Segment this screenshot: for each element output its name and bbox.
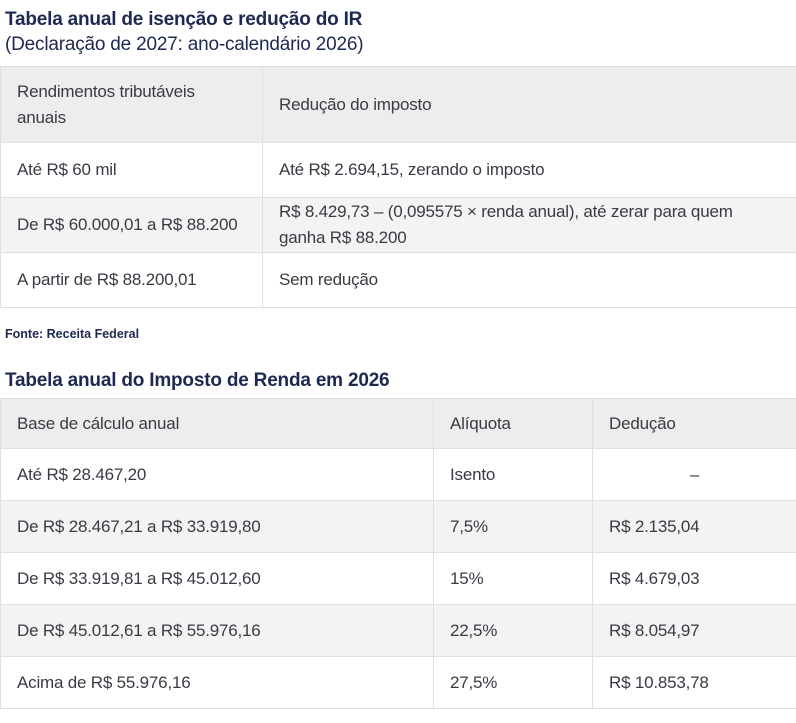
table-cell-base: De R$ 28.467,21 a R$ 33.919,80 [0, 500, 434, 553]
table-row: Até R$ 60 mil Até R$ 2.694,15, zerando o… [0, 142, 796, 198]
table-cell-base: Acima de R$ 55.976,16 [0, 656, 434, 709]
column-header-reducao: Redução do imposto [262, 66, 796, 143]
header-row: Rendimentos tributáveis anuais Redução d… [0, 66, 796, 143]
table-row: De R$ 28.467,21 a R$ 33.919,80 7,5% R$ 2… [0, 500, 796, 553]
table-cell-reduction: Até R$ 2.694,15, zerando o imposto [262, 142, 796, 198]
table-cell-deduction: R$ 4.679,03 [592, 552, 796, 605]
source-note: Fonte: Receita Federal [5, 327, 140, 341]
header-row: Base de cálculo anual Alíquota Dedução [0, 398, 796, 449]
brackets-table-title: Tabela anual do Imposto de Renda em 2026 [5, 370, 390, 391]
table-row: De R$ 33.919,81 a R$ 45.012,60 15% R$ 4.… [0, 552, 796, 605]
reduction-table-title: Tabela anual de isenção e redução do IR [5, 9, 363, 30]
table-cell-reduction: R$ 8.429,73 – (0,095575 × renda anual), … [262, 197, 796, 253]
table-cell-base: De R$ 33.919,81 a R$ 45.012,60 [0, 552, 434, 605]
reduction-table-body: Até R$ 60 mil Até R$ 2.694,15, zerando o… [0, 142, 796, 308]
table-cell-deduction: R$ 2.135,04 [592, 500, 796, 553]
table-cell-base: Até R$ 28.467,20 [0, 448, 434, 501]
table-cell-income-range: De R$ 60.000,01 a R$ 88.200 [0, 197, 263, 253]
table-cell-rate: 27,5% [433, 656, 593, 709]
column-header-deducao: Dedução [592, 398, 796, 449]
table-cell-deduction: R$ 8.054,97 [592, 604, 796, 657]
reduction-table-header: Rendimentos tributáveis anuais Redução d… [0, 66, 796, 143]
table-cell-income-range: Até R$ 60 mil [0, 142, 263, 198]
reduction-table: Rendimentos tributáveis anuais Redução d… [0, 66, 796, 308]
column-header-rendimentos: Rendimentos tributáveis anuais [0, 66, 263, 143]
column-header-aliquota: Alíquota [433, 398, 593, 449]
table-cell-deduction: R$ 10.853,78 [592, 656, 796, 709]
brackets-table-body: Até R$ 28.467,20 Isento – De R$ 28.467,2… [0, 448, 796, 709]
table-cell-rate: Isento [433, 448, 593, 501]
reduction-table-subtitle: (Declaração de 2027: ano-calendário 2026… [5, 34, 364, 55]
table-row: Até R$ 28.467,20 Isento – [0, 448, 796, 501]
table-row: De R$ 60.000,01 a R$ 88.200 R$ 8.429,73 … [0, 197, 796, 253]
table-cell-rate: 15% [433, 552, 593, 605]
table-cell-reduction: Sem redução [262, 252, 796, 308]
table-cell-deduction: – [592, 448, 796, 501]
table-row: Acima de R$ 55.976,16 27,5% R$ 10.853,78 [0, 656, 796, 709]
table-cell-rate: 7,5% [433, 500, 593, 553]
table-row: A partir de R$ 88.200,01 Sem redução [0, 252, 796, 308]
table-cell-base: De R$ 45.012,61 a R$ 55.976,16 [0, 604, 434, 657]
table-cell-income-range: A partir de R$ 88.200,01 [0, 252, 263, 308]
brackets-table-header: Base de cálculo anual Alíquota Dedução [0, 398, 796, 449]
table-row: De R$ 45.012,61 a R$ 55.976,16 22,5% R$ … [0, 604, 796, 657]
brackets-table: Base de cálculo anual Alíquota Dedução A… [0, 398, 796, 709]
table-cell-rate: 22,5% [433, 604, 593, 657]
column-header-base-calculo: Base de cálculo anual [0, 398, 434, 449]
article-tables-section: Tabela anual de isenção e redução do IR … [0, 8, 796, 709]
